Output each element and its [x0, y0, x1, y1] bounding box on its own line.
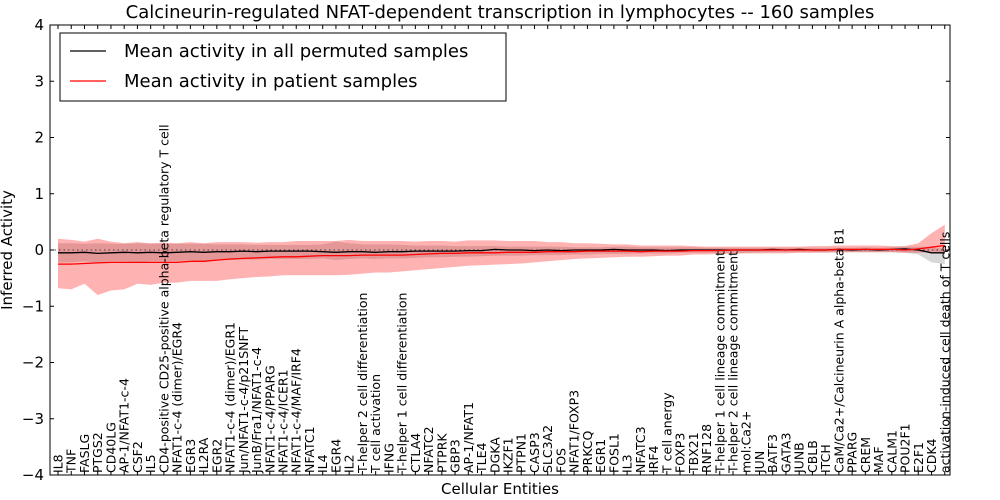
- category-label: SLC3A2: [540, 425, 555, 473]
- category-label: E2F1: [911, 442, 926, 473]
- category-label: CTLA4: [408, 433, 423, 473]
- category-label: NFATC2: [421, 426, 436, 473]
- y-axis-label: Inferred Activity: [0, 190, 16, 310]
- category-label: T-helper 2 cell differentiation: [355, 293, 370, 474]
- category-label: activation-induced cell death of T cells: [937, 232, 952, 473]
- y-tick-label: −2: [22, 354, 44, 372]
- category-label: T cell activation: [368, 374, 383, 474]
- series-lines: [58, 244, 945, 265]
- y-tick-label: −4: [22, 466, 44, 484]
- category-label: JunB/Fra1/NFAT1-c-4: [249, 347, 264, 474]
- category-label: MAF: [871, 446, 886, 473]
- category-label: PTGS2: [90, 432, 105, 473]
- x-axis-ticks: [57, 25, 946, 475]
- category-label: Jun/NFAT1-c-4/p21SNFT: [236, 327, 251, 474]
- band-series-1: [58, 224, 945, 295]
- category-label: PPARG: [845, 432, 860, 473]
- y-tick-label: 2: [34, 129, 44, 147]
- category-label: PTPN1: [514, 433, 529, 473]
- category-label: FOS: [553, 448, 568, 473]
- category-label: EGR3: [183, 439, 198, 473]
- category-label: BATF3: [765, 434, 780, 473]
- category-label: DGKA: [487, 437, 502, 473]
- category-label: NFATC3: [633, 426, 648, 473]
- category-label: FOSL1: [606, 433, 621, 473]
- y-tick-label: 0: [34, 241, 44, 259]
- category-label: JUNB: [792, 442, 807, 474]
- category-label: T-helper 1 cell lineage commitment: [712, 251, 727, 474]
- y-tick-label: 4: [34, 16, 44, 34]
- category-label: T-helper 1 cell differentiation: [395, 293, 410, 474]
- category-label: NFAT1-c-4/MAF/IRF4: [289, 348, 304, 473]
- category-label: NFAT1-c-4/PPARG: [262, 365, 277, 473]
- category-label: IL4: [315, 454, 330, 473]
- category-label: IL5: [143, 454, 158, 473]
- category-label: GATA3: [778, 433, 793, 473]
- category-label: IL2: [342, 454, 357, 473]
- category-label: mol:Ca2+: [739, 411, 754, 473]
- category-label: IKZF1: [501, 437, 516, 473]
- category-label: NFATC1: [302, 426, 317, 473]
- category-label: NFAT1/FOXP3: [567, 390, 582, 473]
- category-label: EGR1: [593, 439, 608, 473]
- category-label: FOXP3: [673, 433, 688, 473]
- category-label: IRF4: [646, 445, 661, 473]
- category-label: CASP3: [527, 432, 542, 473]
- category-label: RNF128: [699, 424, 714, 473]
- category-label: IL8: [51, 454, 66, 473]
- category-label: CDK4: [924, 438, 939, 473]
- category-label: ITCH: [818, 444, 833, 473]
- category-label: TNF: [64, 449, 79, 474]
- y-tick-label: −3: [22, 410, 44, 428]
- category-label: TLE4: [474, 443, 489, 474]
- category-label: CD40LG: [103, 422, 118, 473]
- category-label: TBX21: [686, 432, 701, 474]
- category-label: CSF2: [130, 441, 145, 473]
- category-label: NFAT1-c-4 (dimer)/EGR4: [170, 322, 185, 473]
- category-label: PTPRK: [434, 433, 449, 473]
- y-tick-label: 1: [34, 185, 44, 203]
- line-series-1: [58, 244, 945, 265]
- legend-label-patient: Mean activity in patient samples: [124, 71, 418, 92]
- chart-title: Calcineurin-regulated NFAT-dependent tra…: [126, 2, 875, 23]
- legend: Mean activity in all permuted samples Me…: [59, 32, 507, 102]
- category-label: POU2F1: [898, 423, 913, 473]
- category-label: GBP3: [448, 439, 463, 473]
- category-label: NFAT1-c-4 (dimer)/EGR1: [223, 322, 238, 473]
- y-tick-label: 3: [34, 72, 44, 90]
- category-label: CaM/Ca2+/Calcineurin A alpha-beta B1: [831, 228, 846, 473]
- y-tick-label: −1: [22, 297, 44, 315]
- category-label: T cell anergy: [659, 392, 674, 474]
- category-label: CREM: [858, 437, 873, 473]
- category-label: CBLB: [805, 440, 820, 473]
- category-label: CD4-positive CD25-positive alpha-beta re…: [156, 124, 171, 473]
- category-label: PRKCQ: [580, 431, 595, 473]
- legend-label-permuted: Mean activity in all permuted samples: [124, 41, 468, 62]
- category-label: CALM1: [884, 430, 899, 473]
- category-label: IFNG: [381, 443, 396, 473]
- category-label: AP-1/NFAT1-c-4: [117, 378, 132, 473]
- category-label: JUN: [752, 451, 767, 474]
- category-label: EGR4: [328, 439, 343, 473]
- category-labels: IL8TNFFASLGPTGS2CD40LGAP-1/NFAT1-c-4CSF2…: [51, 124, 953, 474]
- category-label: EGR2: [209, 439, 224, 473]
- category-label: IL3: [620, 454, 635, 473]
- legend-box: [59, 32, 507, 102]
- y-axis-ticks: −4 −3 −2 −1 0 1 2 3 4: [22, 16, 950, 484]
- category-label: FASLG: [77, 434, 92, 473]
- category-label: AP-1/NFAT1: [461, 402, 476, 473]
- category-label: NFAT1-c-4/ICER1: [276, 369, 291, 473]
- x-axis-label: Cellular Entities: [441, 480, 559, 498]
- category-label: T-helper 2 cell lineage commitment: [726, 251, 741, 474]
- category-label: IL2RA: [196, 437, 211, 473]
